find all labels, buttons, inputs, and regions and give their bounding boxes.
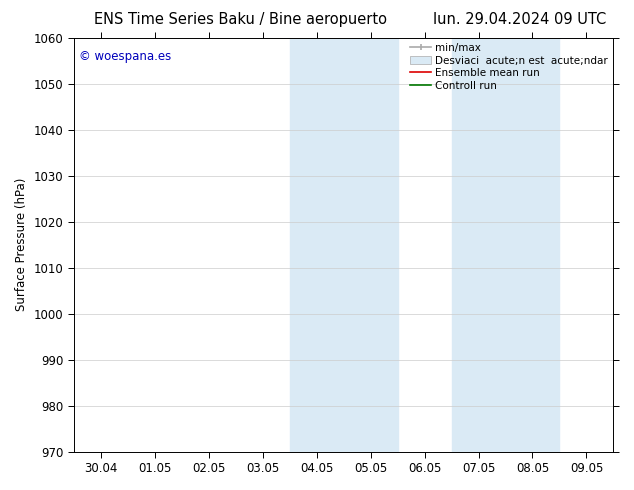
Text: lun. 29.04.2024 09 UTC: lun. 29.04.2024 09 UTC [433, 12, 607, 27]
Legend: min/max, Desviaci  acute;n est  acute;ndar, Ensemble mean run, Controll run: min/max, Desviaci acute;n est acute;ndar… [408, 41, 611, 93]
Text: © woespana.es: © woespana.es [79, 50, 171, 63]
Text: ENS Time Series Baku / Bine aeropuerto: ENS Time Series Baku / Bine aeropuerto [94, 12, 387, 27]
Bar [290, 38, 344, 452]
Bar [344, 38, 398, 452]
Y-axis label: Surface Pressure (hPa): Surface Pressure (hPa) [15, 178, 28, 311]
Bar [451, 38, 505, 452]
Bar [505, 38, 559, 452]
